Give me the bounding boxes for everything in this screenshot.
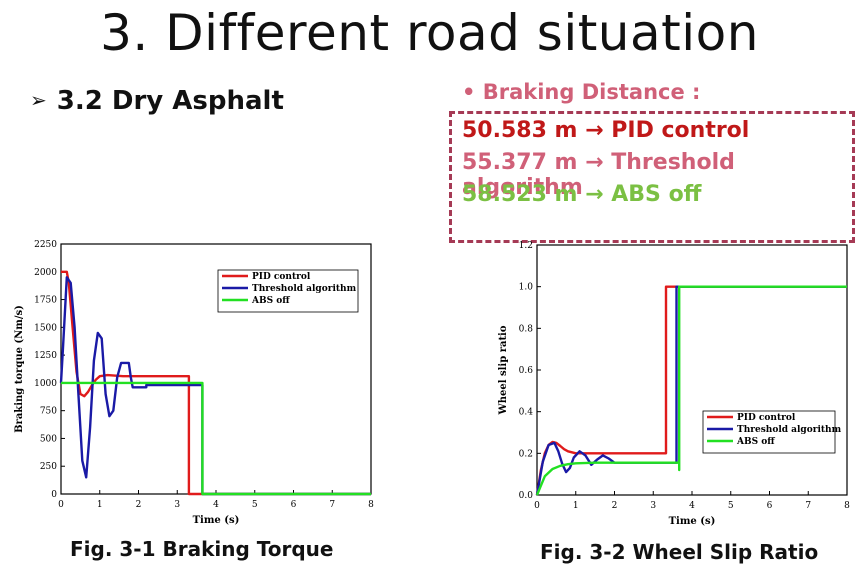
x-tick-label: 2 xyxy=(136,500,142,510)
y-tick-label: 1.2 xyxy=(519,241,533,251)
braking-distance-threshold: 55.377 m → Threshold algorithm xyxy=(462,150,859,200)
legend-entry: PID control xyxy=(737,413,796,423)
y-tick-label: 750 xyxy=(40,407,57,417)
y-tick-label: 2250 xyxy=(34,240,57,250)
arrow-right-icon: → xyxy=(585,118,604,143)
legend-entry: PID control xyxy=(252,272,311,282)
braking-distance-pid: 50.583 m → PID control xyxy=(462,118,749,143)
section-heading-text: 3.2 Dry Asphalt xyxy=(56,86,284,116)
x-tick-label: 7 xyxy=(805,501,811,511)
legend-entry: Threshold algorithm xyxy=(737,425,842,435)
braking-torque-chart: 0 1 2 3 4 5 6 7 8 0 250 500 750 1000 1250 1500 1750 2000 2… xyxy=(14,240,374,526)
legend-entry: ABS off xyxy=(251,296,290,306)
braking-value: 55.377 m xyxy=(462,150,578,175)
y-tick-label: 2000 xyxy=(34,268,57,278)
legend-entry: ABS off xyxy=(736,437,775,447)
y-tick-label: 0.0 xyxy=(519,491,534,501)
braking-distance-label: • Braking Distance : xyxy=(462,80,701,104)
x-tick-label: 0 xyxy=(534,501,540,511)
braking-method: Threshold algorithm xyxy=(462,150,735,200)
x-tick-label: 3 xyxy=(174,500,180,510)
figure-caption-1: Fig. 3-1 Braking Torque xyxy=(70,537,334,561)
legend-entry: Threshold algorithm xyxy=(252,284,357,294)
braking-distance-box xyxy=(449,111,855,243)
series-line-1 xyxy=(59,276,371,496)
series-line-2 xyxy=(535,285,847,496)
y-axis-label: Braking torque (Nm/s) xyxy=(14,305,25,433)
y-tick-label: 1750 xyxy=(34,296,57,306)
x-tick-label: 3 xyxy=(650,501,656,511)
slide-title: 3. Different road situation xyxy=(100,4,759,62)
x-tick-label: 6 xyxy=(767,501,773,511)
x-axis-label: Time (s) xyxy=(669,516,716,527)
arrow-right-icon: → xyxy=(585,182,604,207)
x-tick-label: 8 xyxy=(368,500,374,510)
y-tick-label: 1000 xyxy=(34,379,57,389)
x-tick-label: 5 xyxy=(252,500,258,510)
braking-distance-abs-off: 58.523 m → ABS off xyxy=(462,182,702,207)
y-tick-label: 0.2 xyxy=(519,449,533,459)
x-tick-label: 6 xyxy=(291,500,297,510)
figure-caption-2: Fig. 3-2 Wheel Slip Ratio xyxy=(540,540,819,564)
series-line-2 xyxy=(61,381,371,496)
x-tick-label: 1 xyxy=(573,501,579,511)
braking-value: 58.523 m xyxy=(462,182,578,207)
y-axis-label: Wheel slip ratio xyxy=(498,325,509,415)
section-heading: ➢ 3.2 Dry Asphalt xyxy=(30,86,284,116)
braking-method: PID control xyxy=(611,118,750,143)
y-tick-label: 0.6 xyxy=(519,366,534,376)
y-tick-label: 1250 xyxy=(34,351,57,361)
y-tick-label: 0 xyxy=(51,490,57,500)
plot-frame xyxy=(536,244,848,496)
braking-value: 50.583 m xyxy=(462,118,578,143)
y-tick-label: 250 xyxy=(40,462,57,472)
braking-method: ABS off xyxy=(611,182,702,207)
y-tick-label: 500 xyxy=(40,434,57,444)
x-tick-label: 8 xyxy=(844,501,850,511)
series-line-0 xyxy=(61,270,371,496)
x-tick-label: 5 xyxy=(728,501,734,511)
x-tick-label: 1 xyxy=(97,500,103,510)
x-tick-label: 7 xyxy=(329,500,335,510)
arrow-right-icon: → xyxy=(585,150,604,175)
x-tick-label: 4 xyxy=(213,500,219,510)
x-tick-label: 4 xyxy=(689,501,695,511)
x-tick-label: 0 xyxy=(58,500,64,510)
y-tick-label: 1.0 xyxy=(519,283,534,293)
x-axis-label: Time (s) xyxy=(193,515,240,526)
y-tick-label: 0.8 xyxy=(519,324,534,334)
y-tick-label: 1500 xyxy=(34,323,57,333)
bullet-arrow-icon: ➢ xyxy=(30,88,47,112)
y-tick-label: 0.4 xyxy=(519,408,534,418)
wheel-slip-chart: 0 1 2 3 4 5 6 7 8 0.0 0.2 0.4 0.6 0.8 1.0 1.2 Time (s) Wh… xyxy=(498,241,850,527)
x-tick-label: 2 xyxy=(612,501,618,511)
